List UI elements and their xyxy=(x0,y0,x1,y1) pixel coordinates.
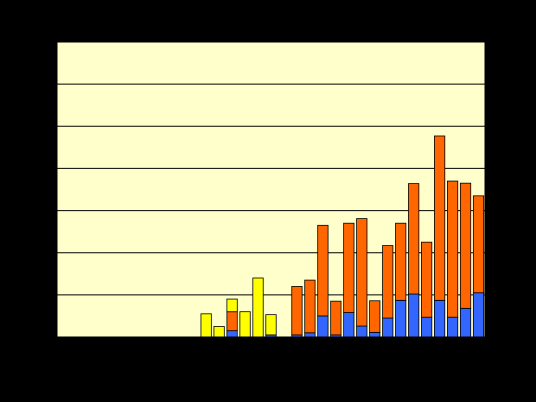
bar-segment-orange xyxy=(472,195,485,294)
bar-segment-orange xyxy=(382,245,394,319)
bar-segment-orange xyxy=(330,300,342,336)
bar-segment-blue xyxy=(446,316,459,338)
bar-segment-blue xyxy=(472,292,485,338)
gridlines xyxy=(57,41,485,296)
bar-segment-yellow xyxy=(200,313,212,338)
bar-segment-orange xyxy=(356,218,368,327)
bar-segment-blue xyxy=(421,316,433,338)
bar-segment-orange xyxy=(343,222,355,313)
bar-segment-yellow xyxy=(265,314,277,336)
bar-segment-orange xyxy=(369,300,381,333)
bar-segment-blue xyxy=(226,330,238,338)
bar-segment-orange xyxy=(459,182,472,309)
bar-segment-orange xyxy=(226,311,238,332)
bar-segment-yellow xyxy=(239,311,251,338)
bar-segment-orange xyxy=(408,183,420,295)
bar-segment-orange xyxy=(304,279,316,334)
bar-segment-orange xyxy=(434,135,446,301)
bars xyxy=(200,135,485,338)
bar-segment-blue xyxy=(343,312,355,338)
bar-segment-yellow xyxy=(252,277,264,338)
bar-segment-blue xyxy=(434,299,446,338)
bar-segment-yellow xyxy=(213,326,225,338)
bar-segment-orange xyxy=(421,241,433,318)
bar-segment-blue xyxy=(356,325,368,338)
bar-segment-orange xyxy=(317,224,329,317)
bar-segment-yellow xyxy=(226,298,238,313)
axes xyxy=(53,41,486,341)
bar-segment-blue xyxy=(459,307,472,338)
bar-segment-blue xyxy=(408,293,420,338)
bar-segment-blue xyxy=(395,299,407,338)
bar-segment-blue xyxy=(382,317,394,338)
bar-segment-orange xyxy=(291,286,303,336)
bar-segment-orange xyxy=(395,222,407,301)
bar-segment-orange xyxy=(446,180,459,318)
bar-segment-blue xyxy=(369,331,381,338)
bar-segment-blue xyxy=(304,332,316,338)
bar-segment-blue xyxy=(317,315,329,338)
plot-area xyxy=(56,41,486,338)
